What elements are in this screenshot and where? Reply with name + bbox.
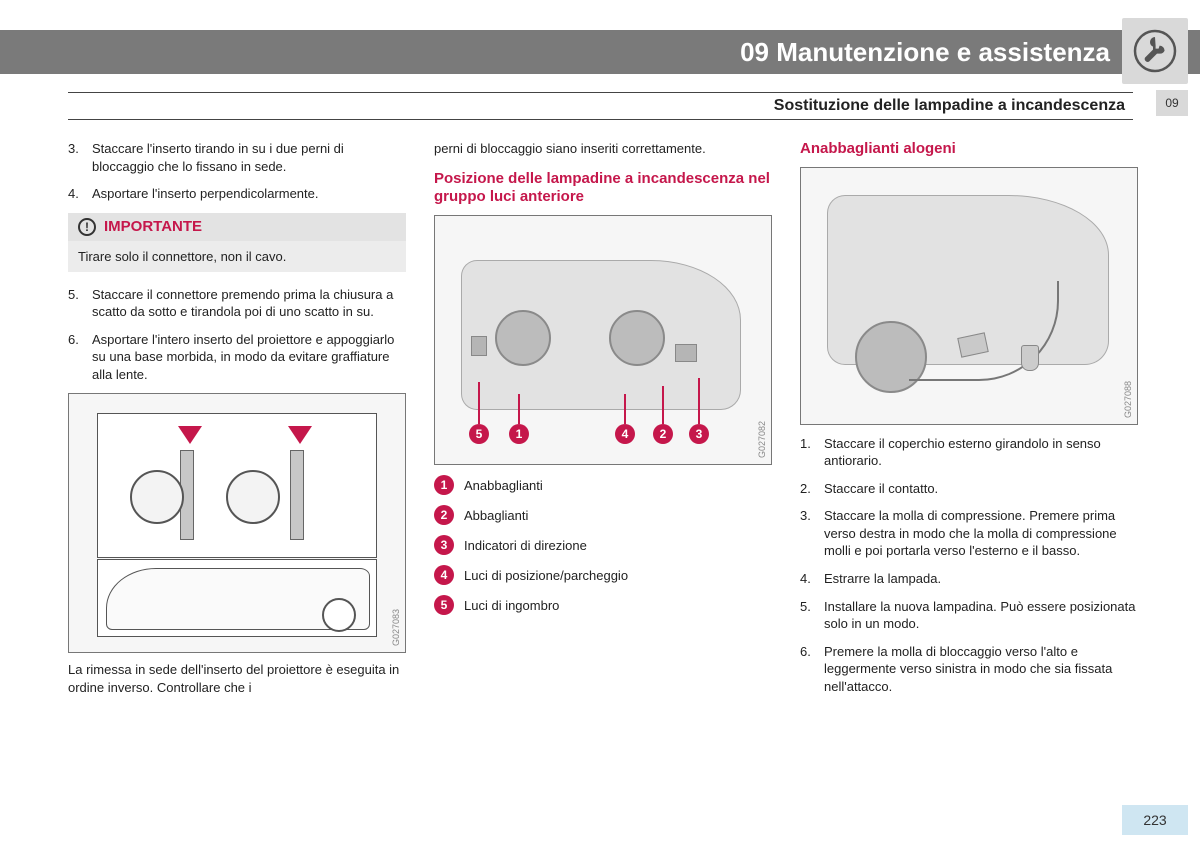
steps-list-a: 3.Staccare l'inserto tirando in su i due… <box>68 140 406 203</box>
section-title-bar: Sostituzione delle lampadine a incandesc… <box>68 92 1133 120</box>
step-item: 5.Staccare il connettore premendo prima … <box>68 286 406 321</box>
legend-item: 3Indicatori di direzione <box>434 535 772 555</box>
figure-col1: G027083 <box>68 393 406 653</box>
legend-list: 1Anabbaglianti 2Abbaglianti 3Indicatori … <box>434 475 772 615</box>
subsection-heading: Posizione delle lampadine a incandescenz… <box>434 170 772 208</box>
figure-code: G027083 <box>391 609 401 646</box>
step-item: 4.Asportare l'inserto perpendicolarmente… <box>68 185 406 203</box>
step-item: 6.Premere la molla di bloccaggio verso l… <box>800 643 1138 696</box>
arrow-icon <box>288 426 312 444</box>
alert-icon: ! <box>78 218 96 236</box>
important-body: Tirare solo il connettore, non il cavo. <box>68 241 406 272</box>
callout-marker: 5 <box>469 424 489 444</box>
callout-marker: 2 <box>653 424 673 444</box>
step-item: 4.Estrarre la lampada. <box>800 570 1138 588</box>
important-label: IMPORTANTE <box>104 218 202 235</box>
figure-col2: 5 1 4 2 3 G027082 <box>434 215 772 465</box>
column-2: perni di bloccaggio siano inseriti corre… <box>434 140 772 705</box>
step-item: 5.Installare la nuova lampadina. Può ess… <box>800 598 1138 633</box>
side-tab: 09 <box>1156 90 1188 116</box>
chapter-header-band: 09 Manutenzione e assistenza <box>0 30 1200 74</box>
steps-list-c: 1.Staccare il coperchio esterno girandol… <box>800 435 1138 696</box>
column-1: 3.Staccare l'inserto tirando in su i due… <box>68 140 406 705</box>
legend-item: 5Luci di ingombro <box>434 595 772 615</box>
important-header: ! IMPORTANTE <box>68 213 406 241</box>
content-columns: 3.Staccare l'inserto tirando in su i due… <box>68 140 1138 705</box>
step-item: 3.Staccare l'inserto tirando in su i due… <box>68 140 406 175</box>
paragraph: La rimessa in sede dell'inserto del proi… <box>68 661 406 696</box>
callout-marker: 1 <box>509 424 529 444</box>
chapter-icon <box>1122 18 1188 84</box>
step-item: 6.Asportare l'intero inserto del proiett… <box>68 331 406 384</box>
paragraph-continuation: perni di bloccaggio siano inseriti corre… <box>434 140 772 158</box>
steps-list-b: 5.Staccare il connettore premendo prima … <box>68 286 406 384</box>
callout-marker: 4 <box>615 424 635 444</box>
step-item: 1.Staccare il coperchio esterno girandol… <box>800 435 1138 470</box>
legend-item: 1Anabbaglianti <box>434 475 772 495</box>
step-item: 3.Staccare la molla di compressione. Pre… <box>800 507 1138 560</box>
subsection-heading: Anabbaglianti alogeni <box>800 140 1138 159</box>
figure-code: G027088 <box>1123 381 1133 418</box>
callout-marker: 3 <box>689 424 709 444</box>
legend-item: 2Abbaglianti <box>434 505 772 525</box>
chapter-title: 09 Manutenzione e assistenza <box>740 37 1110 68</box>
arrow-icon <box>178 426 202 444</box>
column-3: Anabbaglianti alogeni G027088 1.Staccare… <box>800 140 1138 705</box>
page-number: 223 <box>1122 805 1188 835</box>
important-callout: ! IMPORTANTE Tirare solo il connettore, … <box>68 213 406 272</box>
legend-item: 4Luci di posizione/parcheggio <box>434 565 772 585</box>
figure-col3: G027088 <box>800 167 1138 425</box>
section-title: Sostituzione delle lampadine a incandesc… <box>774 97 1125 114</box>
step-item: 2.Staccare il contatto. <box>800 480 1138 498</box>
figure-code: G027082 <box>757 421 767 458</box>
